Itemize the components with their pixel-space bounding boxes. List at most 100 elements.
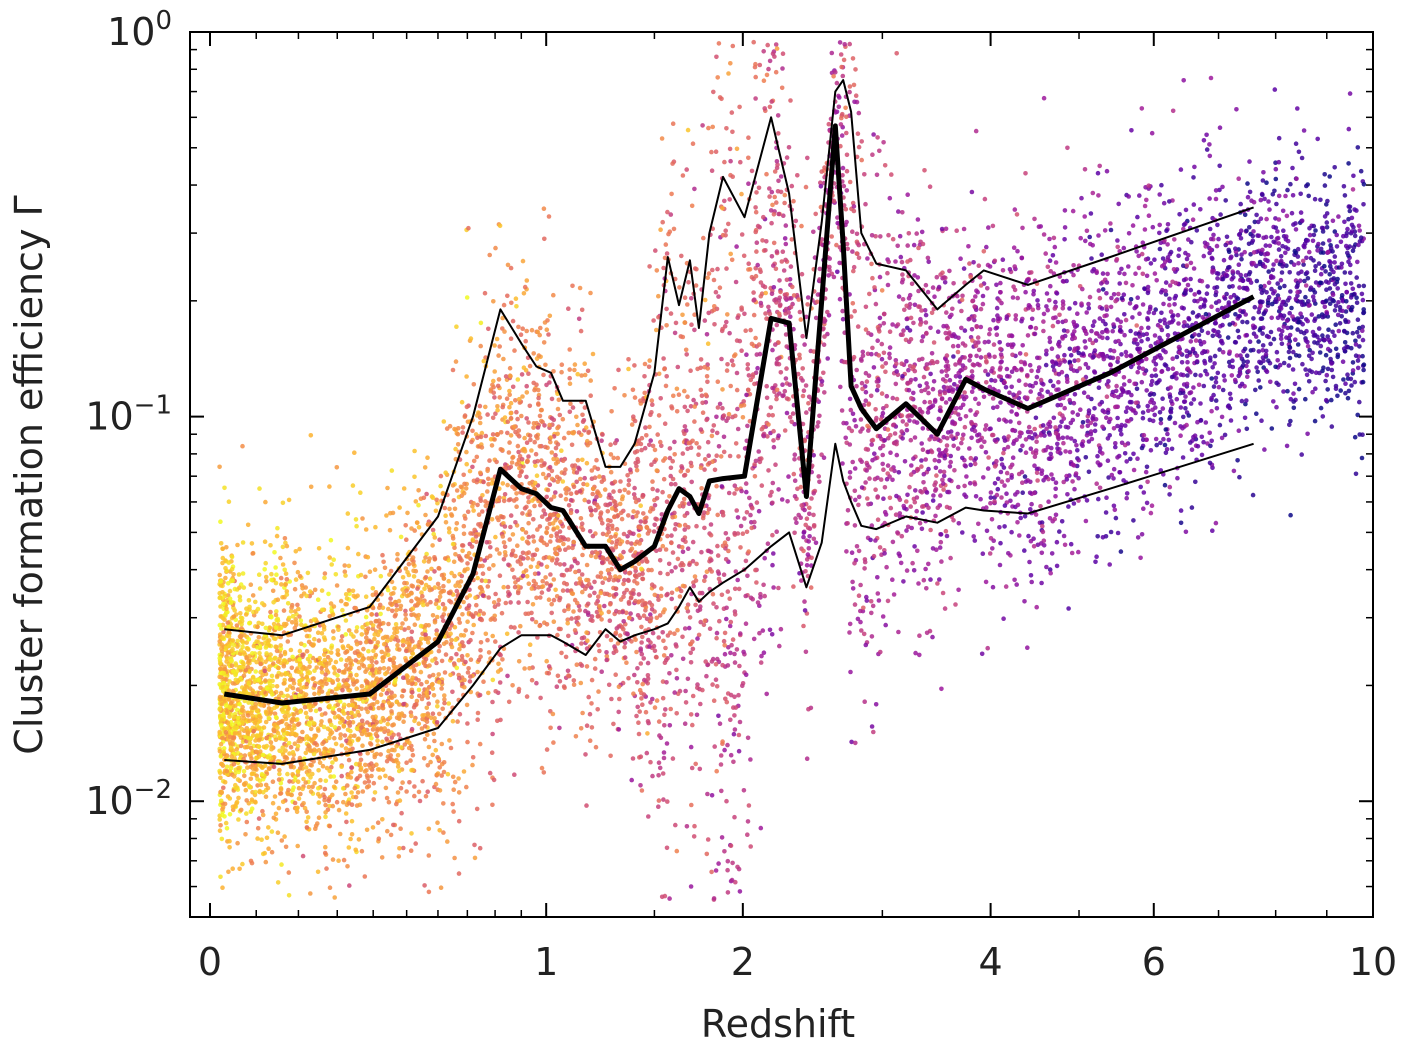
- scatter-point: [665, 656, 670, 661]
- scatter-point: [948, 555, 953, 561]
- scatter-point: [531, 351, 536, 356]
- scatter-point: [732, 530, 737, 536]
- scatter-point: [727, 596, 732, 601]
- scatter-point: [275, 880, 281, 885]
- scatter-point: [424, 705, 430, 711]
- scatter-point: [1207, 153, 1213, 159]
- scatter-point: [890, 577, 895, 582]
- scatter-point: [734, 244, 739, 249]
- scatter-point: [402, 580, 407, 586]
- scatter-point: [939, 226, 945, 232]
- scatter-point: [272, 794, 278, 799]
- scatter-point: [468, 531, 473, 536]
- scatter-point: [413, 841, 419, 846]
- scatter-point: [863, 389, 869, 395]
- scatter-point: [358, 490, 363, 496]
- scatter-point: [419, 681, 424, 687]
- scatter-point: [1159, 182, 1164, 188]
- scatter-point: [970, 362, 976, 367]
- scatter-point: [398, 534, 404, 540]
- scatter-point: [629, 639, 634, 644]
- scatter-point: [487, 458, 492, 463]
- scatter-point: [756, 185, 762, 191]
- scatter-point: [493, 245, 498, 251]
- scatter-point: [304, 593, 309, 599]
- scatter-point: [386, 748, 391, 754]
- scatter-point: [467, 587, 472, 593]
- scatter-point: [1358, 168, 1364, 174]
- scatter-point: [435, 820, 440, 825]
- scatter-point: [1329, 424, 1335, 429]
- scatter-point: [791, 198, 796, 204]
- scatter-point: [571, 609, 576, 614]
- scatter-point: [1130, 315, 1135, 320]
- scatter-point: [344, 677, 350, 683]
- scatter-point: [300, 729, 305, 735]
- scatter-point: [325, 691, 331, 696]
- scatter-point: [796, 512, 801, 518]
- scatter-point: [550, 711, 556, 717]
- scatter-point: [1157, 410, 1163, 415]
- scatter-point: [766, 412, 772, 418]
- scatter-point: [226, 869, 231, 875]
- scatter-point: [646, 364, 652, 370]
- scatter-point: [1131, 451, 1136, 457]
- scatter-point: [583, 425, 589, 430]
- scatter-point: [764, 691, 769, 697]
- scatter-point: [510, 318, 516, 324]
- scatter-point: [527, 652, 533, 658]
- scatter-point: [746, 181, 751, 186]
- scatter-point: [353, 847, 359, 853]
- scatter-point: [389, 690, 394, 695]
- scatter-point: [862, 172, 867, 177]
- scatter-point: [1318, 197, 1323, 203]
- scatter-point: [447, 738, 452, 743]
- scatter-point: [1202, 361, 1208, 366]
- scatter-point: [1035, 355, 1040, 361]
- scatter-point: [329, 689, 335, 694]
- scatter-point: [1022, 514, 1028, 519]
- scatter-point: [1087, 337, 1093, 343]
- scatter-point: [397, 846, 402, 851]
- scatter-point: [575, 422, 580, 428]
- scatter-point: [604, 650, 609, 655]
- scatter-point: [526, 454, 531, 459]
- scatter-point: [491, 563, 496, 568]
- scatter-point: [602, 603, 607, 609]
- scatter-point: [1053, 299, 1058, 305]
- scatter-point: [662, 421, 668, 427]
- scatter-point: [332, 735, 337, 741]
- scatter-point: [1146, 408, 1151, 414]
- scatter-point: [803, 184, 809, 190]
- scatter-point: [690, 539, 696, 545]
- scatter-point: [838, 52, 844, 57]
- scatter-point: [263, 560, 269, 566]
- scatter-point: [657, 558, 663, 563]
- scatter-point: [1330, 292, 1336, 298]
- scatter-point: [461, 523, 467, 529]
- scatter-point: [672, 631, 677, 636]
- scatter-point: [724, 368, 730, 373]
- scatter-point: [578, 680, 584, 686]
- scatter-point: [1051, 368, 1057, 373]
- scatter-point: [605, 526, 611, 531]
- scatter-point: [652, 447, 658, 453]
- scatter-point: [582, 497, 587, 503]
- scatter-point: [1214, 271, 1220, 276]
- scatter-point: [914, 495, 920, 500]
- scatter-point: [375, 738, 380, 743]
- scatter-point: [1312, 196, 1318, 202]
- scatter-point: [558, 493, 563, 499]
- scatter-point: [521, 291, 527, 296]
- scatter-point: [611, 455, 616, 461]
- scatter-point: [527, 433, 533, 438]
- scatter-point: [300, 853, 306, 859]
- scatter-point: [852, 602, 858, 607]
- scatter-point: [264, 743, 270, 749]
- scatter-point: [403, 523, 409, 528]
- scatter-point: [284, 807, 290, 813]
- scatter-point: [1232, 339, 1238, 345]
- scatter-point: [1096, 193, 1101, 198]
- scatter-point: [746, 261, 751, 267]
- scatter-point: [468, 657, 474, 662]
